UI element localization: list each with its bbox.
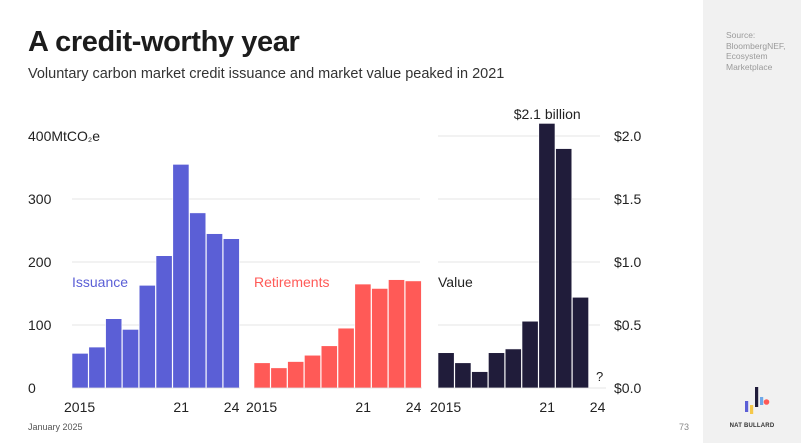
bar [287, 361, 305, 389]
footer-date: January 2025 [28, 422, 83, 432]
x-tick-label: 2015 [430, 399, 461, 415]
y-tick-label: $0.0 [614, 380, 641, 396]
bar [222, 238, 240, 389]
bar [388, 279, 405, 389]
series-label: Value [438, 274, 473, 290]
bar [572, 296, 589, 389]
y-tick-label: 0 [28, 380, 36, 396]
series-label: Issuance [72, 274, 128, 290]
sidebar: Source: BloombergNEF, Ecosystem Marketpl… [703, 0, 801, 443]
bar [189, 212, 207, 389]
annotation-label: ? [596, 369, 603, 384]
bar [538, 123, 556, 389]
y-tick-label: 200 [28, 254, 52, 270]
bar [504, 348, 522, 389]
source-line: Ecosystem [726, 51, 768, 61]
source-line: BloombergNEF, [726, 40, 786, 51]
bar [88, 346, 106, 389]
source-note: Source: BloombergNEF, Ecosystem Marketpl… [726, 30, 798, 72]
y-tick-label: $0.5 [614, 317, 641, 333]
x-tick-label: 21 [539, 399, 555, 415]
bar [454, 362, 472, 389]
bar [488, 352, 505, 389]
page-title: A credit-worthy year [28, 26, 300, 58]
page-subtitle: Voluntary carbon market credit issuance … [28, 66, 505, 82]
bar [138, 285, 156, 389]
x-tick-label: 2015 [64, 399, 95, 415]
x-tick-label: 24 [406, 399, 422, 415]
y-tick-label: $2.0 [614, 128, 641, 144]
bar [404, 280, 422, 389]
x-tick-label: 24 [224, 399, 240, 415]
bar [354, 283, 372, 389]
bar [270, 367, 288, 389]
bar [304, 354, 321, 389]
bar [521, 320, 539, 389]
x-tick-label: 21 [355, 399, 371, 415]
y-tick-label: $1.0 [614, 254, 641, 270]
bar [555, 148, 573, 389]
x-tick-label: 2015 [246, 399, 277, 415]
bar [437, 352, 455, 389]
y-tick-label: $1.5 [614, 191, 641, 207]
source-line: Marketplace [726, 61, 773, 72]
page-number: 73 [679, 422, 690, 432]
brand-logo-icon [745, 387, 770, 414]
y-tick-label: 300 [28, 191, 52, 207]
bar [320, 345, 338, 389]
y-tick-label: 400MtCO₂e [28, 128, 100, 144]
bar [337, 327, 355, 389]
x-tick-label: 21 [173, 399, 189, 415]
bar [471, 371, 489, 389]
bar [122, 329, 139, 389]
x-tick-label: 24 [590, 399, 606, 415]
bar [155, 255, 173, 389]
bar [172, 164, 190, 389]
series-label: Retirements [254, 274, 329, 290]
annotation-label: $2.1 billion [514, 106, 581, 122]
bar [206, 233, 223, 389]
bar [371, 288, 389, 389]
source-line: Source: [726, 30, 756, 40]
bar [253, 362, 271, 389]
brand-name: NAT BULLARD [729, 423, 775, 429]
y-tick-label: 100 [28, 317, 52, 333]
bar [105, 318, 123, 389]
chart-area: 0 100 200 300 400MtCO₂e $0.0 $0.5 $1.0 $1.5 $2.0 2… [28, 106, 641, 415]
bar [71, 353, 89, 389]
